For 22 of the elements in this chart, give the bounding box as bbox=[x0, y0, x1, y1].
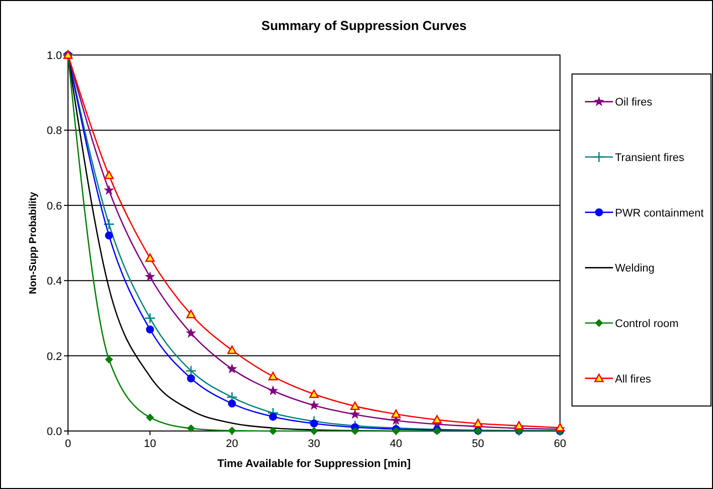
y-tick-label: 0.2 bbox=[46, 350, 62, 363]
y-tick-label: 0.8 bbox=[46, 125, 62, 138]
legend-label: Oil fires bbox=[615, 96, 653, 109]
legend-label: Control room bbox=[615, 318, 679, 330]
x-tick-label: 30 bbox=[308, 438, 320, 450]
y-tick-label: 1.0 bbox=[46, 50, 62, 62]
legend-label: PWR containment bbox=[615, 207, 704, 220]
x-tick-label: 60 bbox=[554, 438, 566, 450]
x-axis-title: Time Available for Suppression [min] bbox=[217, 458, 412, 470]
x-tick-label: 50 bbox=[472, 438, 484, 450]
y-axis-title: Non-Supp Probability bbox=[28, 191, 39, 294]
legend-label: Welding bbox=[615, 262, 655, 275]
x-tick-label: 10 bbox=[144, 438, 156, 450]
x-tick-label: 20 bbox=[226, 438, 238, 450]
x-tick-label: 40 bbox=[390, 438, 402, 450]
y-tick-label: 0.6 bbox=[46, 200, 62, 212]
x-tick-label: 0 bbox=[64, 438, 72, 450]
y-tick-label: 0.4 bbox=[46, 276, 62, 288]
legend-label: All fires bbox=[615, 373, 652, 386]
y-tick-label: 0.0 bbox=[46, 426, 62, 438]
legend-label: Transient fires bbox=[615, 152, 685, 164]
chart-title: Summary of Suppression Curves bbox=[261, 18, 467, 33]
